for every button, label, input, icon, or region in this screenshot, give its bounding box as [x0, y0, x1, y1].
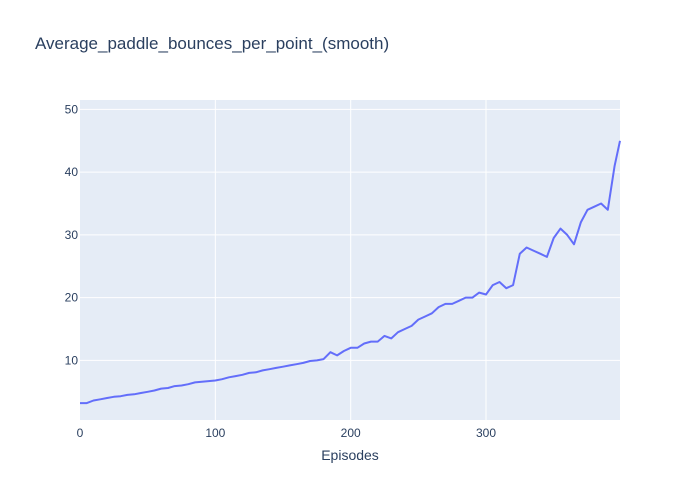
grid-lines	[80, 100, 620, 420]
chart-title: Average_paddle_bounces_per_point_(smooth…	[35, 34, 390, 53]
y-tick-label: 20	[65, 291, 79, 305]
series-line	[80, 140, 621, 405]
x-tick-label: 0	[77, 426, 84, 440]
y-tick-label: 30	[65, 228, 79, 242]
y-tick-label: 10	[65, 353, 79, 367]
x-tick-label: 100	[205, 426, 225, 440]
x-tick-label: 300	[476, 426, 496, 440]
plot-background	[80, 100, 620, 420]
y-tick-label: 40	[65, 165, 79, 179]
x-tick-label: 200	[341, 426, 361, 440]
axis-ticks: 0 100 200 300 10 20 30 40 50	[65, 102, 497, 440]
y-tick-label: 50	[65, 102, 79, 116]
x-axis-title: Episodes	[321, 447, 379, 463]
